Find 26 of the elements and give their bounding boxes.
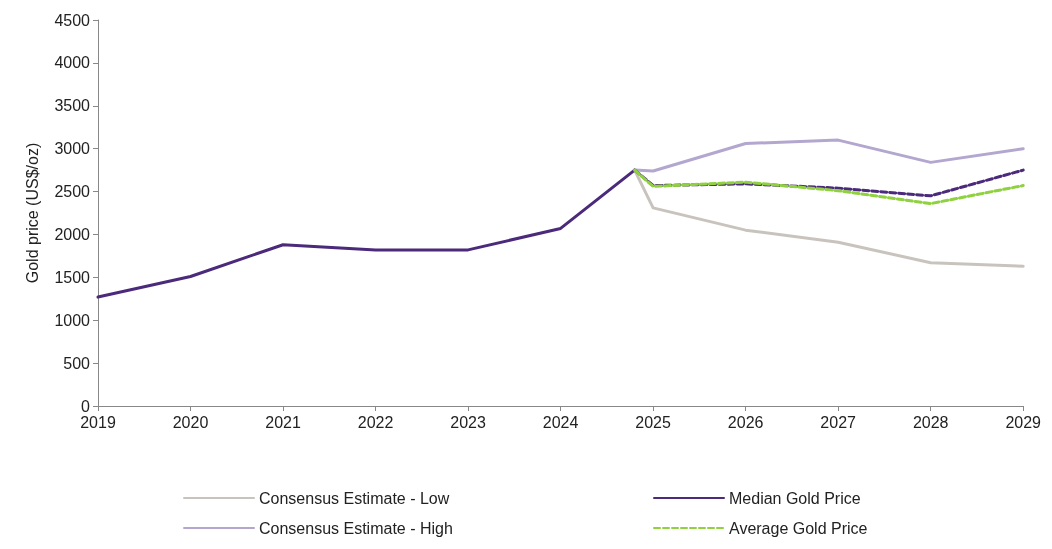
x-tick-label: 2026 — [727, 413, 764, 431]
x-tick-label: 2029 — [1005, 413, 1042, 431]
y-tick-label: 2500 — [54, 183, 91, 201]
x-tick-label: 2027 — [820, 413, 857, 431]
x-tick-label: 2028 — [912, 413, 949, 431]
y-tick-label: 2000 — [54, 225, 91, 243]
y-tick-label: 500 — [63, 354, 91, 372]
y-tick-label: 1000 — [54, 311, 91, 329]
x-tick-label: 2024 — [542, 413, 579, 431]
y-tick-label: 4500 — [54, 11, 91, 29]
legend-label: Consensus Estimate - Low — [259, 489, 450, 507]
y-tick-label: 3000 — [54, 140, 91, 158]
y-axis-title: Gold price (US$/oz) — [23, 142, 41, 284]
legend-label: Average Gold Price — [729, 519, 868, 537]
y-tick-label: 1500 — [54, 268, 91, 286]
legend-label: Median Gold Price — [729, 489, 861, 507]
x-tick-label: 2019 — [80, 413, 116, 431]
y-tick-label: 0 — [81, 397, 91, 415]
x-tick-label: 2025 — [635, 413, 672, 431]
x-tick-label: 2023 — [450, 413, 486, 431]
y-tick-label: 4000 — [54, 54, 91, 72]
y-tick-label: 3500 — [54, 97, 91, 115]
x-tick-label: 2020 — [172, 413, 209, 431]
x-tick-label: 2022 — [357, 413, 394, 431]
x-tick-label: 2021 — [265, 413, 301, 431]
legend-label: Consensus Estimate - High — [259, 519, 453, 537]
